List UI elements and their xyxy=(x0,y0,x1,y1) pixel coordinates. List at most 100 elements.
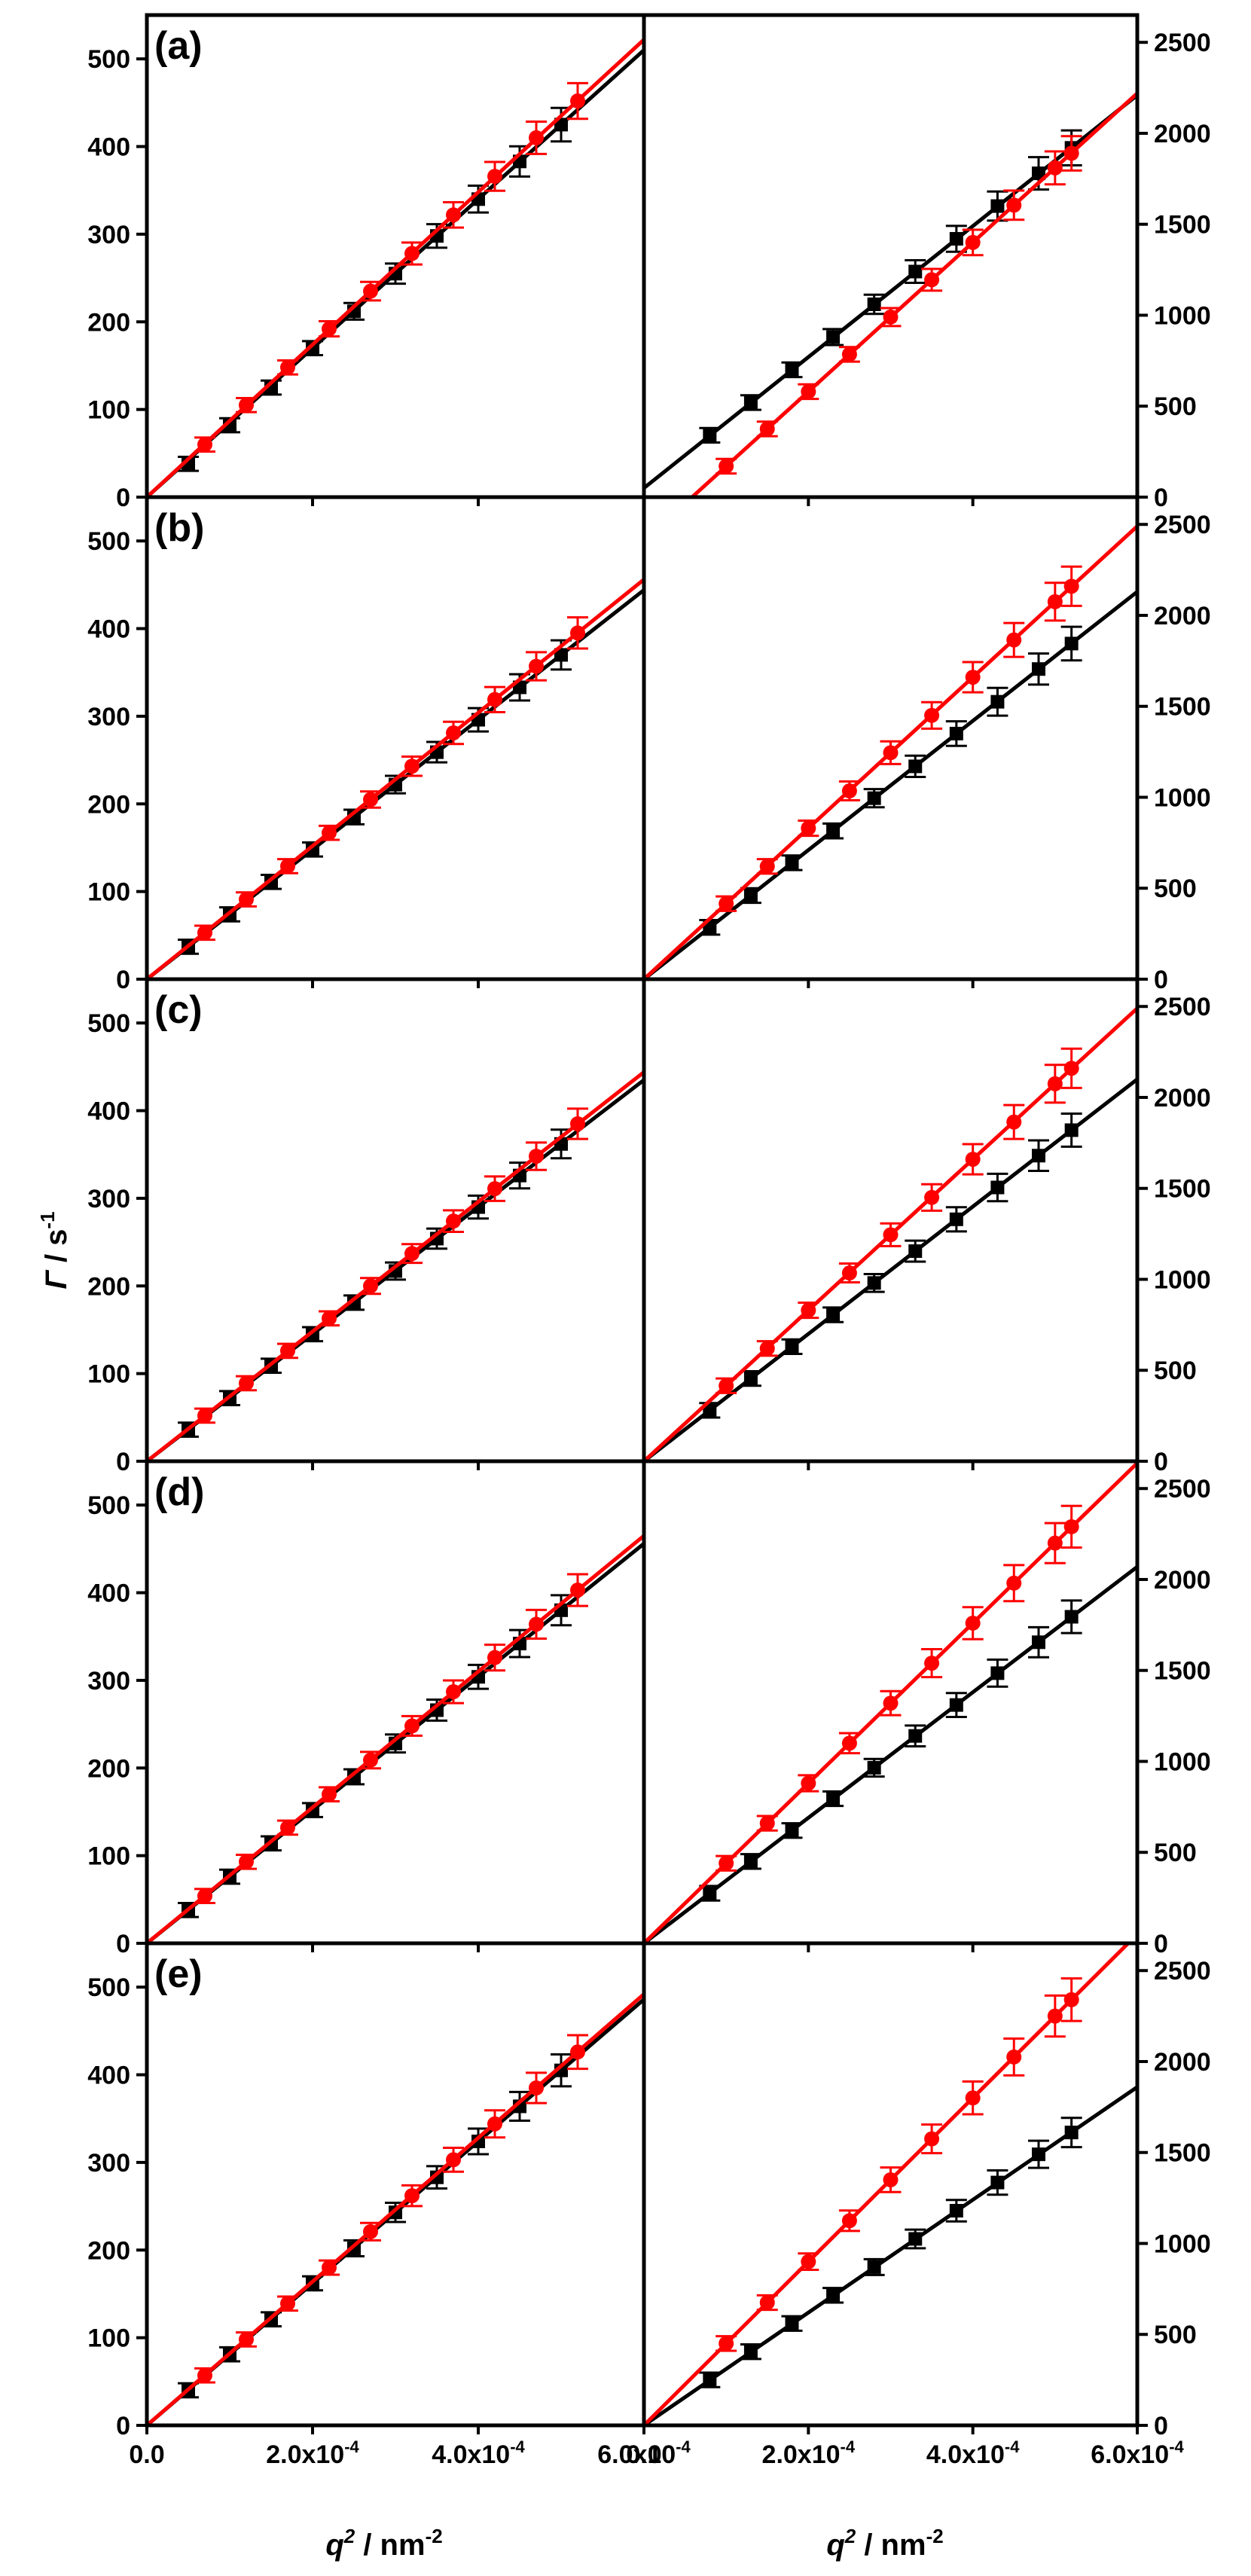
panel-e-right-series-red-point xyxy=(801,2254,816,2269)
panel-d-left-label: (d) xyxy=(154,1470,204,1514)
panel-d-left-series-red-point xyxy=(239,1854,254,1869)
panel-d-left-ytick-label: 300 xyxy=(87,1667,130,1695)
panel-c-left-ytick-label: 400 xyxy=(87,1097,130,1126)
panel-e-right-ytick-label: 0 xyxy=(1154,2412,1168,2440)
panel-d-left-ytick-label: 200 xyxy=(87,1754,130,1783)
panel-a-left-series-red-point xyxy=(280,359,295,375)
panel-a-right-series-black-point xyxy=(908,264,923,279)
panel-a-right-series-red-point xyxy=(1047,160,1063,175)
panel-a-right-ytick-label: 500 xyxy=(1154,392,1197,421)
panel-a-right-series-black-point xyxy=(867,298,881,311)
panel-e-right-series-black-point xyxy=(743,2345,758,2359)
panel-c-right-series-black-point xyxy=(949,1212,963,1226)
panel-a-left-series-red-fit-line xyxy=(147,38,644,497)
panel-b-right-series-red-point xyxy=(1047,594,1063,609)
panel-d-right-series-red-point xyxy=(801,1775,816,1791)
panel-e-right-ytick-label: 2000 xyxy=(1154,2048,1211,2077)
panel-d-left-ytick-label: 400 xyxy=(87,1579,130,1608)
panel-b-right: 0 500 1000 1500 2000 2500 xyxy=(642,495,1211,994)
panel-a-right-series-black-point xyxy=(949,232,963,246)
panel-e-right-series-red-point xyxy=(1006,2049,1022,2065)
panel-b-left-series-red-point xyxy=(404,758,420,774)
panel-d-left-series-red-point xyxy=(280,1820,295,1836)
panel-a-right-series-black-point xyxy=(990,199,1005,213)
panel-a-left-ytick-label: 500 xyxy=(87,45,130,74)
panel-a-right-series-red-point xyxy=(1006,197,1022,213)
panel-b-right-series-red-point xyxy=(719,896,734,911)
panel-c-left-series-red-point xyxy=(363,1278,378,1294)
panel-b-right-series-red-point xyxy=(924,707,940,723)
panel-d-right-series-black-point xyxy=(826,1792,841,1805)
panel-d-right-series-red-point xyxy=(1006,1575,1022,1591)
panel-c-right-ytick-label: 500 xyxy=(1154,1357,1197,1385)
panel-d-right-data xyxy=(644,1461,1137,1943)
panel-a-left-series-red-point xyxy=(487,169,502,185)
panel-b-right-series-red-point xyxy=(883,745,899,761)
panel-d-right-series-red-point xyxy=(719,1855,734,1871)
panel-c-right-series-red-point xyxy=(1006,1114,1022,1130)
panel-e-left-xtick-label: 6.0x10-4 xyxy=(597,2437,691,2469)
panel-e-right-ytick-label: 1500 xyxy=(1154,2139,1211,2168)
panel-a-right-series-red-point xyxy=(924,272,940,288)
panel-e-right-series-black-point xyxy=(908,2232,923,2246)
panel-b-right-series-black-point xyxy=(826,824,841,838)
panel-a-left-series-red-point xyxy=(363,283,378,299)
panel-a-left-ytick-label: 100 xyxy=(87,396,130,425)
panel-b-left-series-black-point xyxy=(306,842,319,856)
panel-a-right-ytick-label: 1500 xyxy=(1154,211,1211,240)
panel-c-right-series-red-point xyxy=(719,1378,734,1393)
panel-d-left: 0 100 200 300 400 500 (d) xyxy=(87,1459,646,1958)
panel-a-right-series-black-point xyxy=(703,428,717,442)
x-axis-title-right: q2 / nm-2 xyxy=(826,2525,943,2562)
y-axis-title-left: Γ / s-1 xyxy=(36,1211,73,1289)
panel-e-left-series-red-point xyxy=(280,2296,295,2312)
panel-b-right-series-black-point xyxy=(743,888,758,902)
panel-e-left-series-red-point xyxy=(363,2223,378,2239)
panel-a-right-ytick-label: 0 xyxy=(1154,484,1168,512)
panel-c-right-series-black-point xyxy=(743,1372,758,1386)
panel-c-left-label: (c) xyxy=(154,988,203,1032)
panel-b-left-series-red-fit-line xyxy=(147,578,644,979)
panel-e-right-series-red-point xyxy=(759,2294,775,2310)
panel-e-left: 0 100 200 300 400 500 0.0 2.0x10-4 4.0x10-4 6.0x1… xyxy=(87,1941,691,2469)
panel-c-left-series-red-point xyxy=(446,1213,461,1229)
panel-a-left-series-red-point xyxy=(570,93,585,109)
panel-e-right-series-red-point xyxy=(883,2172,899,2187)
panel-c-right-ytick-label: 2000 xyxy=(1154,1084,1211,1113)
panel-b-left-data xyxy=(147,578,644,979)
panel-a-right-series-black-point xyxy=(785,362,799,377)
panel-c-right-series-red-point xyxy=(883,1227,899,1243)
panel-d-right-series-red-point xyxy=(759,1815,775,1831)
panel-d-right-series-black-point xyxy=(1032,1635,1045,1650)
panel-c-right-ytick-label: 1500 xyxy=(1154,1175,1211,1204)
panel-e-right-data xyxy=(644,1943,1137,2425)
panel-a-right-series-red-point xyxy=(965,234,981,250)
panel-b-right-series-red-point xyxy=(801,820,816,836)
panel-b-left-ytick-label: 400 xyxy=(87,615,130,644)
panel-a-left-ytick-label: 300 xyxy=(87,221,130,249)
panel-c-left-series-red-point xyxy=(529,1149,544,1164)
panel-d-left-ytick-label: 0 xyxy=(116,1930,130,1958)
panel-a-left-series-red-point xyxy=(529,130,544,145)
panel-d-left-series-red-point xyxy=(363,1752,378,1768)
panel-d-left-series-red-point xyxy=(570,1583,585,1598)
panel-c-left-series-red-point xyxy=(487,1181,502,1197)
panel-c-left-series-black-point xyxy=(347,1296,361,1310)
panel-a-right-ytick-label: 2500 xyxy=(1154,29,1211,57)
panel-e-right-frame xyxy=(642,1941,1140,2428)
panel-e-left-ytick-label: 400 xyxy=(87,2062,130,2090)
panel-a-right-series-red-point xyxy=(841,346,857,362)
panel-e-left-ytick-label: 500 xyxy=(87,1973,130,2002)
panel-c-right-ytick-label: 2500 xyxy=(1154,993,1211,1021)
panel-b-right-ytick-label: 2500 xyxy=(1154,511,1211,539)
panel-c-right-series-red-point xyxy=(965,1152,981,1167)
panel-b-right-ytick-label: 2000 xyxy=(1154,602,1211,630)
panel-c-left-ytick-label: 500 xyxy=(87,1009,130,1038)
panel-d-right-series-black-point xyxy=(703,1886,717,1900)
panel-d-right-ytick-label: 0 xyxy=(1154,1930,1168,1958)
panel-b-left-series-black-point xyxy=(554,648,568,662)
panel-b-left-series-red-point xyxy=(487,691,502,707)
panel-b-right-series-black-point xyxy=(949,726,963,740)
panel-d-right-ytick-label: 2000 xyxy=(1154,1566,1211,1595)
